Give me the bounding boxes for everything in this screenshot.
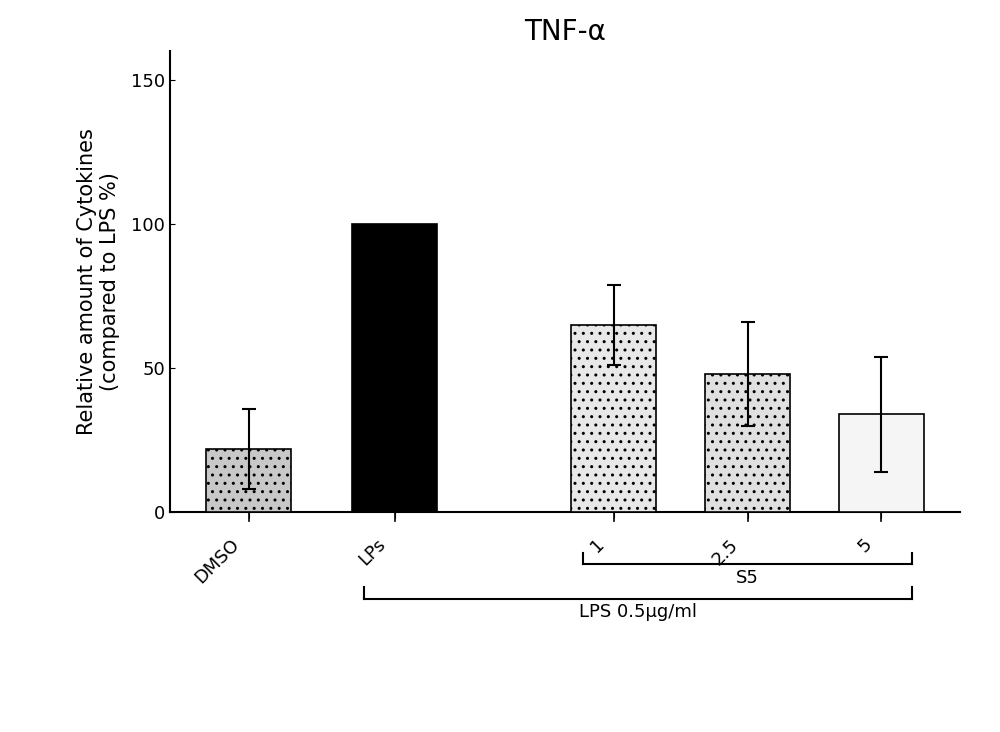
Bar: [352, 224, 437, 512]
Title: TNF-α: TNF-α: [524, 18, 606, 46]
Text: S5: S5: [736, 569, 759, 586]
Y-axis label: Relative amount of Cytokines
(compared to LPS %): Relative amount of Cytokines (compared t…: [77, 128, 120, 436]
Text: 5: 5: [855, 536, 876, 556]
Bar: [571, 325, 656, 512]
Text: LPS 0.5μg/ml: LPS 0.5μg/ml: [579, 603, 697, 621]
Bar: [839, 414, 924, 512]
Text: LPs: LPs: [355, 536, 389, 569]
Text: 2.5: 2.5: [709, 536, 742, 569]
Bar: [705, 374, 790, 512]
Text: DMSO: DMSO: [191, 536, 243, 587]
Bar: [206, 449, 291, 512]
Text: 1: 1: [587, 536, 608, 556]
